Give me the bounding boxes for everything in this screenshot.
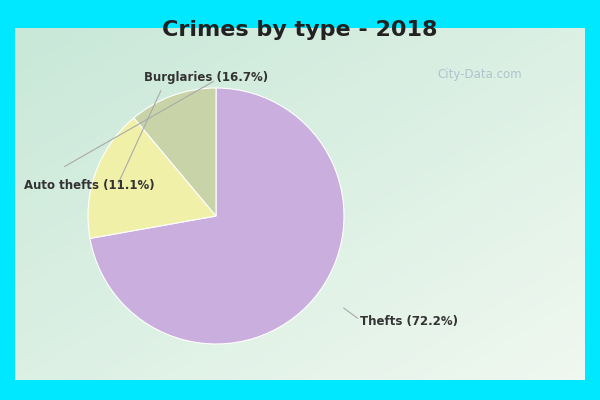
Text: City-Data.com: City-Data.com: [437, 68, 523, 81]
Wedge shape: [88, 118, 216, 238]
Wedge shape: [90, 88, 344, 344]
Text: Crimes by type - 2018: Crimes by type - 2018: [162, 20, 438, 40]
Wedge shape: [134, 88, 216, 216]
Text: Thefts (72.2%): Thefts (72.2%): [360, 316, 458, 328]
Text: Burglaries (16.7%): Burglaries (16.7%): [144, 72, 268, 84]
Text: Auto thefts (11.1%): Auto thefts (11.1%): [24, 180, 155, 192]
